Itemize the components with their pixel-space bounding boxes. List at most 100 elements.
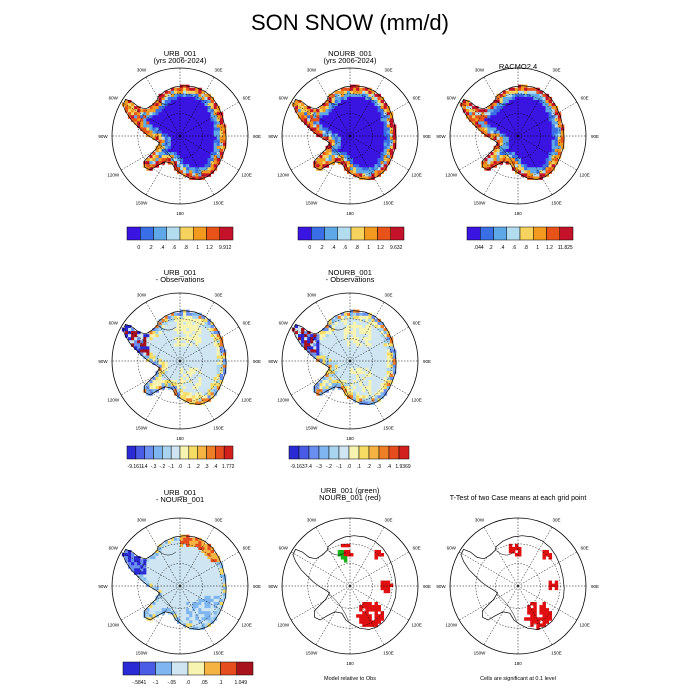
- grid-cell: [374, 376, 378, 381]
- grid-cell: [530, 136, 534, 141]
- grid-cell: [183, 145, 187, 150]
- grid-cell: [502, 142, 507, 147]
- grid-cell: [322, 127, 326, 131]
- grid-cell: [383, 589, 388, 594]
- grid-cell: [322, 349, 326, 353]
- grid-cell: [216, 386, 221, 390]
- grid-cell: [331, 118, 336, 122]
- grid-cell: [198, 346, 202, 350]
- grid-cell: [167, 346, 172, 350]
- grid-cell: [356, 331, 360, 335]
- grid-cell: [192, 623, 196, 627]
- grid-cell: [319, 346, 323, 350]
- grid-cell: [207, 346, 211, 350]
- grid-cell: [297, 324, 302, 329]
- grid-cell: [356, 87, 360, 92]
- grid-cell: [195, 623, 199, 627]
- grid-cell: [216, 562, 221, 566]
- grid-cell: [340, 133, 345, 138]
- grid-cell: [331, 93, 336, 98]
- grid-cell: [201, 139, 205, 144]
- grid-cell: [374, 151, 378, 156]
- grid-cell: [195, 592, 199, 597]
- grid-cell: [210, 355, 215, 360]
- grid-cell: [180, 392, 184, 396]
- grid-cell: [380, 118, 385, 122]
- grid-cell: [170, 340, 175, 344]
- grid-cell: [195, 556, 199, 560]
- grid-cell: [353, 158, 357, 162]
- grid-cell: [195, 364, 199, 369]
- grid-cell: [481, 115, 485, 119]
- grid-cell: [337, 331, 342, 335]
- grid-cell: [371, 96, 375, 101]
- grid-cell: [180, 106, 184, 110]
- longitude-label: 60W: [447, 546, 457, 551]
- grid-cell: [362, 614, 366, 618]
- grid-cell: [198, 103, 202, 107]
- grid-cell: [346, 340, 351, 344]
- grid-cell: [170, 312, 175, 317]
- grid-cell: [508, 127, 513, 131]
- grid-cell: [530, 103, 534, 107]
- grid-cell: [368, 398, 372, 402]
- grid-cell: [210, 130, 215, 135]
- grid-cell: [189, 136, 193, 141]
- grid-cell: [334, 315, 339, 320]
- grid-cell: [502, 118, 507, 122]
- longitude-label: 150W: [136, 651, 149, 656]
- grid-cell: [331, 367, 336, 372]
- grid-cell: [192, 176, 196, 180]
- grid-cell: [180, 109, 184, 113]
- grid-cell: [149, 121, 153, 125]
- grid-cell: [176, 543, 181, 548]
- grid-cell: [173, 580, 178, 585]
- grid-cell: [204, 321, 208, 326]
- grid-cell: [149, 614, 153, 618]
- grid-cell: [158, 318, 163, 323]
- grid-cell: [167, 553, 172, 557]
- grid-cell: [198, 398, 202, 402]
- grid-cell: [180, 343, 184, 347]
- grid-cell: [161, 340, 166, 344]
- grid-cell: [518, 124, 522, 128]
- grid-cell: [167, 380, 172, 384]
- grid-cell: [198, 614, 202, 618]
- grid-cell: [134, 571, 138, 575]
- colorbar-label: -.3: [316, 464, 322, 470]
- grid-cell: [365, 112, 369, 116]
- grid-cell: [210, 161, 215, 165]
- grid-cell: [195, 583, 199, 588]
- grid-cell: [343, 321, 348, 326]
- grid-cell: [557, 155, 562, 159]
- grid-cell: [176, 586, 181, 591]
- grid-cell: [186, 605, 190, 609]
- grid-cell: [508, 124, 513, 128]
- grid-cell: [365, 605, 369, 609]
- grid-cell: [502, 139, 507, 144]
- grid-cell: [493, 148, 497, 153]
- grid-cell: [481, 130, 485, 135]
- longitude-label: 120E: [411, 398, 422, 403]
- grid-cell: [392, 136, 397, 141]
- grid-cell: [176, 349, 181, 353]
- grid-cell: [186, 386, 190, 390]
- grid-cell: [518, 553, 522, 557]
- grid-cell: [186, 90, 190, 95]
- grid-cell: [158, 580, 163, 585]
- grid-cell: [511, 164, 516, 168]
- grid-cell: [554, 106, 559, 110]
- grid-cell: [353, 130, 357, 135]
- grid-cell: [368, 139, 372, 144]
- grid-cell: [383, 103, 388, 107]
- grid-cell: [183, 574, 187, 578]
- grid-cell: [368, 133, 372, 138]
- grid-cell: [213, 346, 218, 350]
- grid-cell: [380, 340, 385, 344]
- grid-cell: [359, 96, 363, 101]
- grid-cell: [353, 364, 357, 369]
- grid-cell: [310, 118, 314, 122]
- grid-cell: [134, 112, 138, 116]
- grid-cell: [152, 380, 156, 384]
- grid-cell: [328, 343, 333, 347]
